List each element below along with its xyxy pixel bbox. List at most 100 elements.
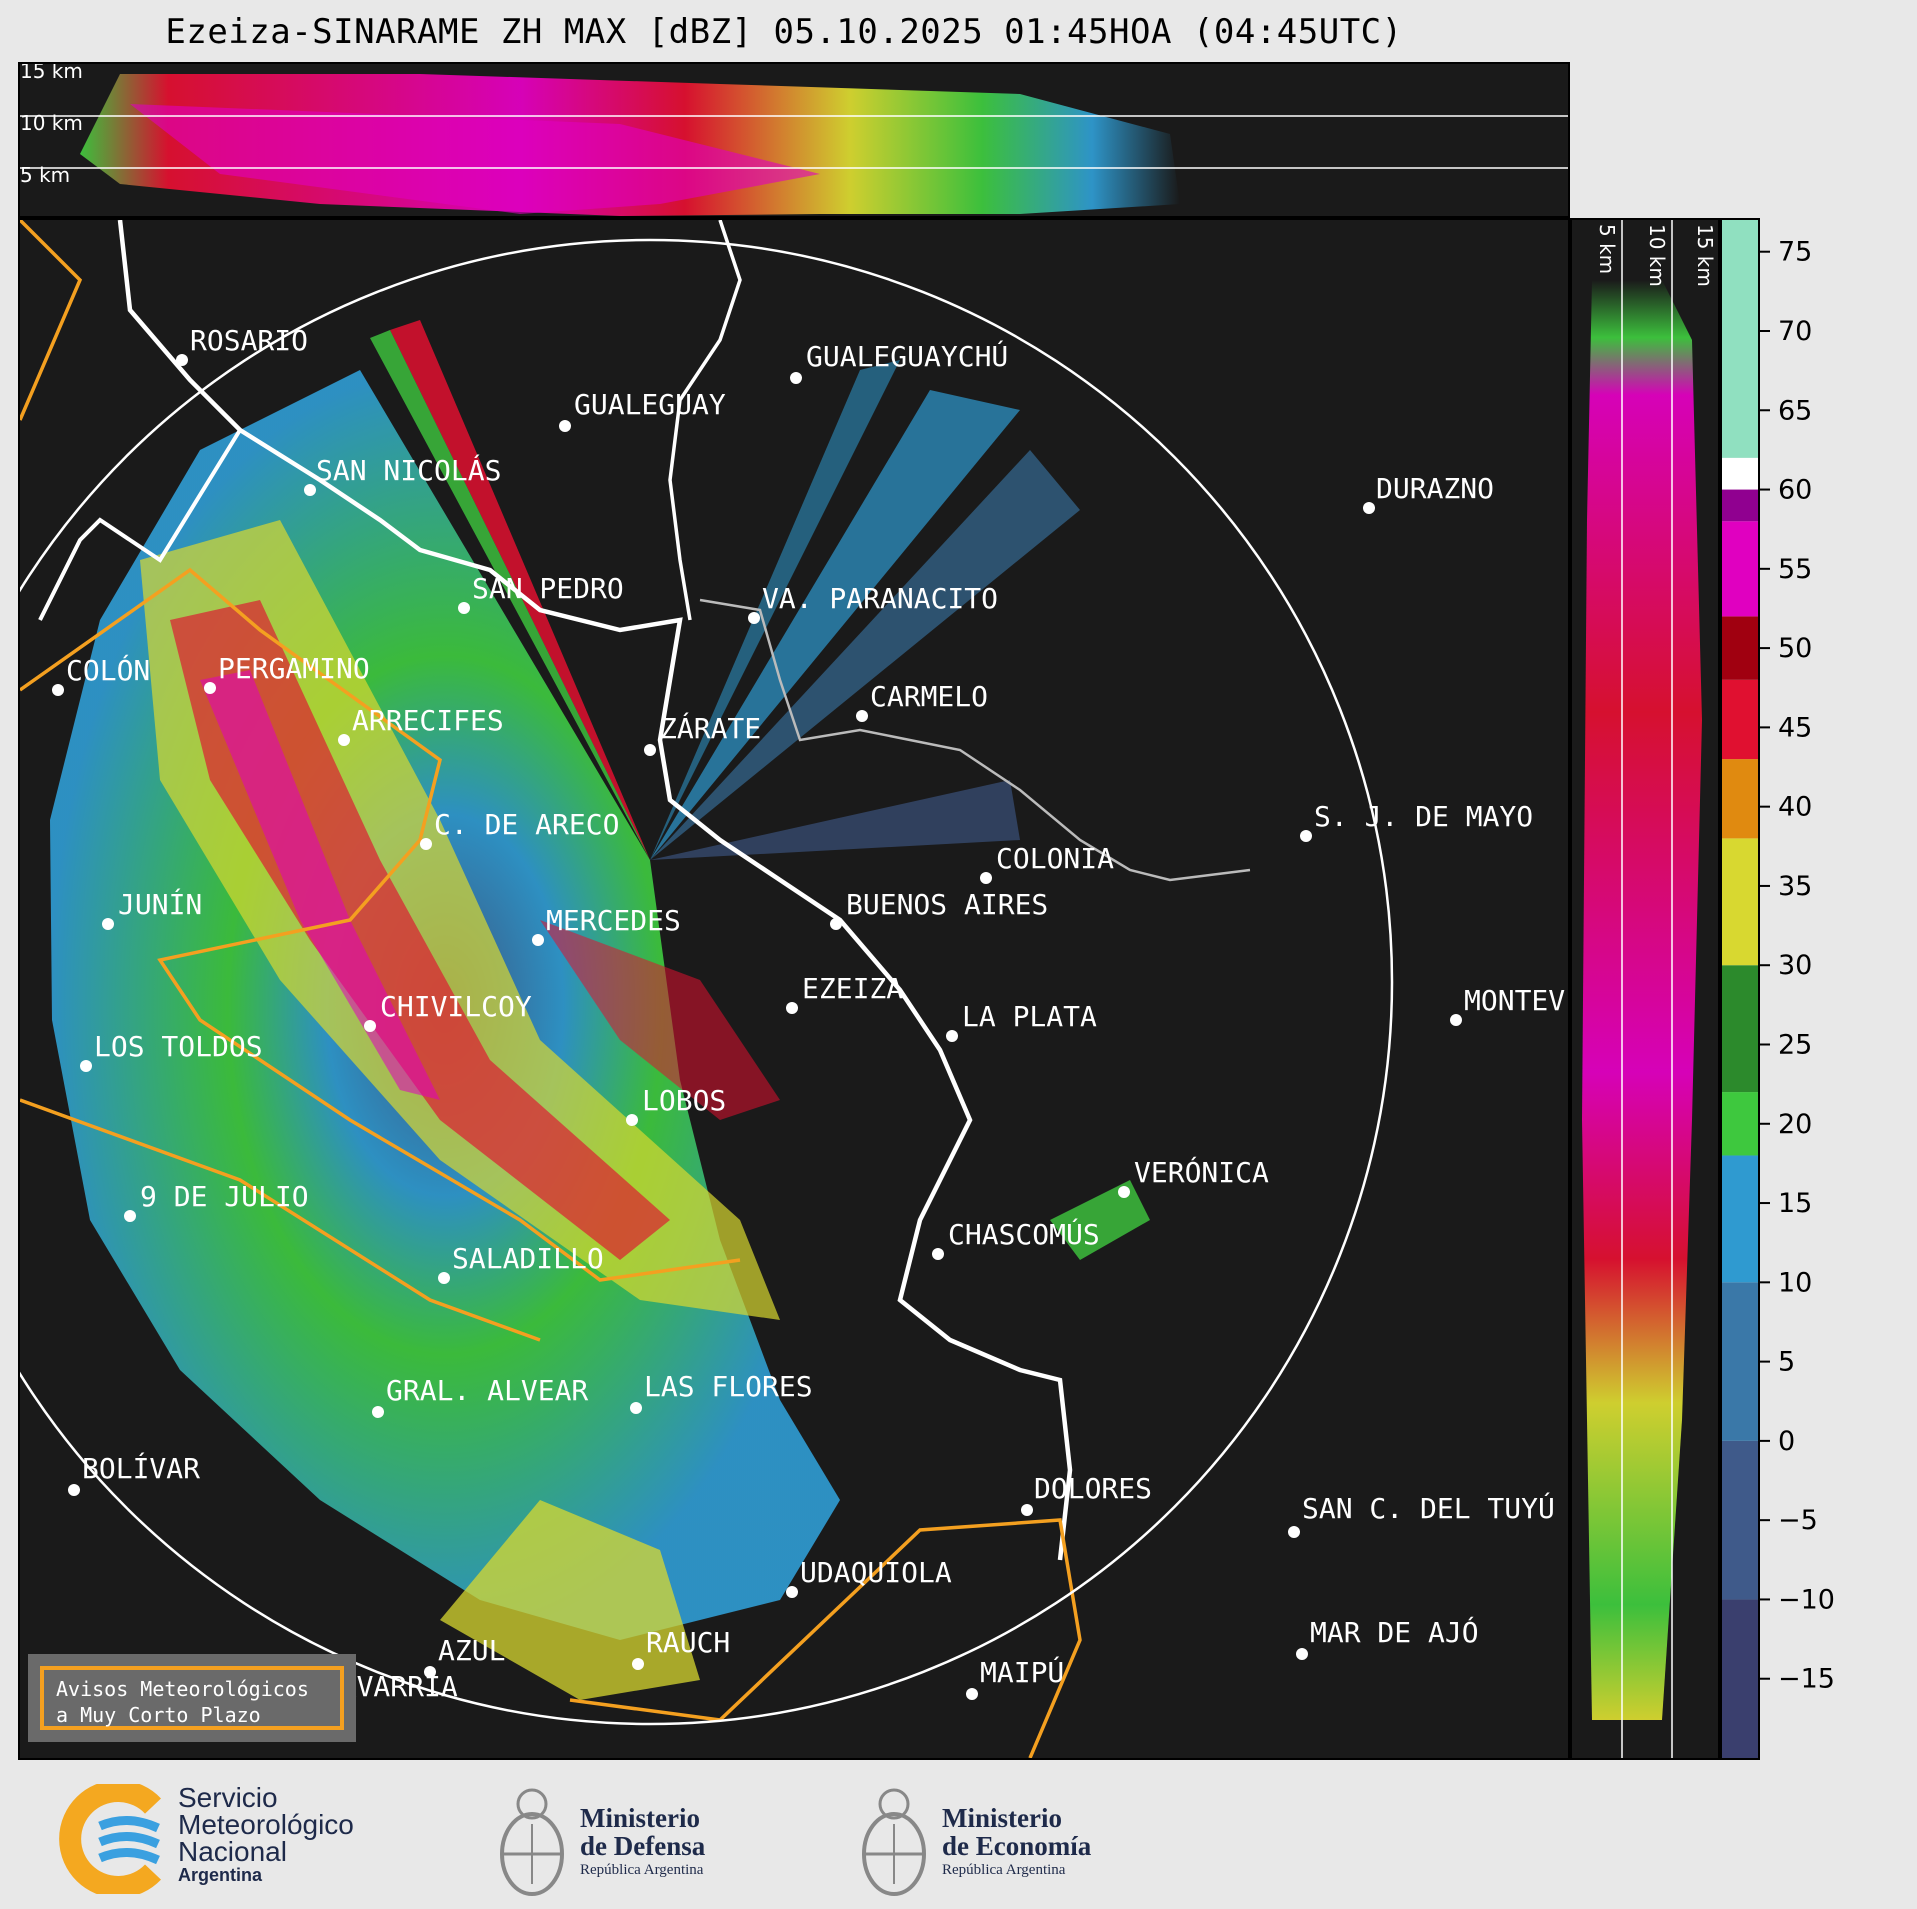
city-label: LOS TOLDOS (94, 1030, 263, 1063)
side-vertical-profile-panel: 5 km 10 km 15 km (1570, 218, 1720, 1760)
colorbar-tick-label: 10 (1778, 1267, 1812, 1298)
colorbar-band (1722, 616, 1758, 680)
coastline (117, 220, 1073, 1561)
city-label: BOLÍVAR (82, 1451, 200, 1485)
colorbar-band (1722, 759, 1758, 839)
height-label-15km: 15 km (20, 64, 83, 83)
colorbar-tick-label: 20 (1778, 1109, 1812, 1140)
city-label: S. J. DE MAYO (1314, 800, 1533, 833)
chart-title: Ezeiza-SINARAME ZH MAX [dBZ] 05.10.2025 … (165, 12, 1403, 52)
colorbar-tick-label: 35 (1778, 871, 1812, 902)
city-label: BUENOS AIRES (846, 888, 1048, 921)
city-label: SAN C. DEL TUYÚ (1302, 1491, 1555, 1525)
smn-emblem-icon (59, 1784, 161, 1894)
city-label: GRAL. ALVEAR (386, 1374, 588, 1407)
city-label: CARMELO (870, 680, 988, 713)
city-label: C. DE ARECO (434, 808, 619, 841)
city-label: EZEIZA (802, 972, 903, 1005)
city-label: ZÁRATE (660, 711, 761, 745)
city-label: 9 DE JULIO (140, 1180, 309, 1213)
colorbar-tick-label: −5 (1778, 1505, 1818, 1536)
colorbar-tick-label: 15 (1778, 1188, 1812, 1219)
height-label-5km: 5 km (20, 163, 70, 187)
colorbar-band (1722, 965, 1758, 1093)
city-label: PERGAMINO (218, 652, 370, 685)
warnings-legend-frame: Avisos Meteorológicos a Muy Corto Plazo (40, 1666, 344, 1730)
city-label: SAN NICOLÁS (316, 453, 501, 487)
colorbar-tick-label: 50 (1778, 633, 1812, 664)
defensa-logo: Ministerio de Defensa República Argentin… (494, 1784, 754, 1904)
colorbar-tick-label: 75 (1778, 237, 1812, 268)
colorbar-band (1722, 489, 1758, 522)
side-profile-echo (1582, 280, 1702, 1720)
colorbar-ticks: 75 70 65 60 55 50 45 40 35 30 25 20 15 10 5 0 −5 −10 −15 (1760, 218, 1910, 1760)
colorbar-band (1722, 1440, 1758, 1600)
city-label: GUALEGUAY (574, 388, 726, 421)
colorbar-tick-label: 70 (1778, 316, 1812, 347)
warnings-legend-line1: Avisos Meteorológicos (56, 1677, 309, 1701)
economia-line1: Ministerio (942, 1803, 1062, 1833)
colorbar-tick-label: 5 (1778, 1347, 1795, 1378)
city-label: ARRECIFES (352, 704, 504, 737)
coat-of-arms-icon (500, 1788, 564, 1896)
smn-line1: Servicio (178, 1782, 278, 1813)
warnings-legend-box: Avisos Meteorológicos a Muy Corto Plazo (28, 1654, 356, 1742)
colorbar-tick-label: 65 (1778, 395, 1812, 426)
city-label: CHIVILCOY (380, 990, 532, 1023)
colorbar-band (1722, 521, 1758, 617)
radar-map-panel[interactable]: ROSARIO GUALEGUAYCHÚ GUALEGUAY SAN NICOL… (18, 218, 1570, 1760)
city-label: AZUL (438, 1634, 505, 1667)
colorbar-tick-label: 55 (1778, 554, 1812, 585)
warning-area-boundary (20, 567, 741, 1282)
city-label: CHASCOMÚS (948, 1217, 1100, 1251)
city-label: MONTEV (1464, 984, 1565, 1017)
city-label: VERÓNICA (1134, 1155, 1269, 1189)
smn-line2: Meteorológico (178, 1809, 354, 1840)
height-label-10km: 10 km (1645, 224, 1669, 287)
colorbar-tick-label: 30 (1778, 950, 1812, 981)
city-label: JUNÍN (118, 887, 202, 921)
colorbar-tick-label: −15 (1778, 1664, 1835, 1695)
city-label: MAR DE AJÓ (1310, 1615, 1479, 1649)
colorbar-band (1722, 1282, 1758, 1441)
smn-logo: Servicio Meteorológico Nacional Argentin… (58, 1784, 398, 1894)
colorbar-tick-label: 40 (1778, 792, 1812, 823)
colorbar-band (1722, 1092, 1758, 1156)
top-vertical-profile-panel: 15 km 10 km 5 km (18, 62, 1570, 218)
defensa-line3: República Argentina (580, 1862, 704, 1878)
city-label: LA PLATA (962, 1000, 1097, 1033)
colorbar-band (1722, 457, 1758, 490)
economia-line3: República Argentina (942, 1862, 1066, 1878)
colorbar-tick-label: 25 (1778, 1029, 1812, 1060)
colorbar-tick-label: −10 (1778, 1584, 1835, 1615)
city-label: LOBOS (642, 1084, 726, 1117)
city-label: COLÓN (66, 653, 150, 687)
footer-logos: Servicio Meteorológico Nacional Argentin… (0, 1760, 1917, 1909)
smn-line3: Nacional (178, 1836, 287, 1867)
city-label: COLONIA (996, 842, 1114, 875)
defensa-line2: de Defensa (580, 1831, 706, 1861)
coat-of-arms-icon (862, 1788, 926, 1896)
city-label: DURAZNO (1376, 472, 1494, 505)
height-label-15km: 15 km (1693, 224, 1717, 287)
dbz-colorbar (1720, 218, 1760, 1760)
colorbar-band (1722, 1599, 1758, 1758)
colorbar-band (1722, 220, 1758, 458)
city-label: MERCEDES (546, 904, 681, 937)
colorbar-band (1722, 838, 1758, 966)
city-label: MAIPÚ (980, 1655, 1064, 1689)
height-label-10km: 10 km (20, 111, 83, 135)
economia-logo: Ministerio de Economía República Argenti… (856, 1784, 1136, 1904)
smn-line4: Argentina (178, 1865, 263, 1885)
city-label: UDAQUIOLA (800, 1556, 952, 1589)
colorbar-band (1722, 679, 1758, 760)
city-label: VA. PARANACITO (762, 582, 998, 615)
city-label: GUALEGUAYCHÚ (806, 339, 1008, 373)
city-label: ROSARIO (190, 324, 308, 357)
city-markers (52, 354, 1462, 1714)
height-label-5km: 5 km (1595, 224, 1619, 274)
economia-line2: de Economía (942, 1831, 1092, 1861)
city-label: SAN PEDRO (472, 572, 624, 605)
colorbar-tick-label: 0 (1778, 1426, 1795, 1457)
colorbar-band (1722, 1155, 1758, 1283)
